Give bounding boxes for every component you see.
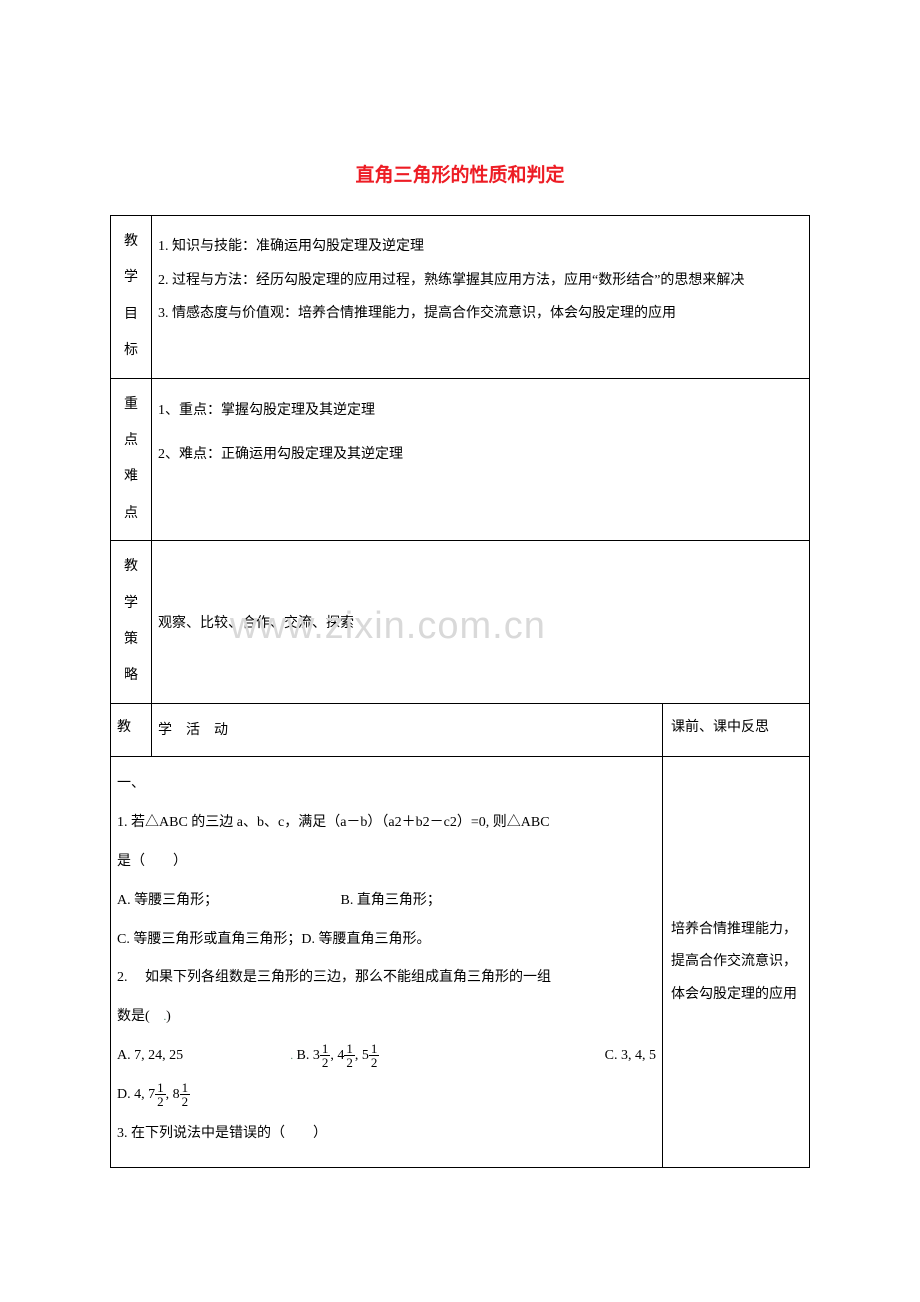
option-c: C. 3, 4, 5 xyxy=(605,1041,656,1072)
question-text: 2. 如果下列各组数是三角形的三边，那么不能组成直角三角形的一组 xyxy=(117,963,656,994)
page-title: 直角三角形的性质和判定 xyxy=(110,160,810,187)
question-text: 3. 在下列说法中是错误的（ ） xyxy=(117,1119,656,1150)
question-text: 1. 若△ABC 的三边 a、b、c，满足（a－b）（a2＋b2－c2）=0, … xyxy=(117,808,656,839)
goal-item: 2. 过程与方法：经历勾股定理的应用过程，熟练掌握其应用方法，应用“数形结合”的… xyxy=(158,264,799,298)
fraction: 12 xyxy=(369,1042,380,1069)
table-row: 教 学 活 动 课前、课中反思 xyxy=(111,703,810,757)
option-b: B. 312, 412, 512 xyxy=(297,1041,472,1072)
option-a: A. 等腰三角形； xyxy=(117,886,337,917)
strategy-cell: 观察、比较、合作、交流、探索 xyxy=(152,541,810,704)
goal-item: 1. 知识与技能：准确运用勾股定理及逆定理 xyxy=(158,230,799,264)
q2-stem-end: ) xyxy=(166,1009,171,1024)
option-a: A. 7, 24, 25 xyxy=(117,1041,287,1072)
opt-text: B. 3 xyxy=(297,1048,320,1063)
section-heading: 一、 xyxy=(117,769,656,800)
keypoints-cell: 1、重点：掌握勾股定理及其逆定理 2、难点：正确运用勾股定理及其逆定理 xyxy=(152,378,810,541)
question-text: 数是( .) xyxy=(117,1002,656,1033)
strategy-text: 观察、比较、合作、交流、探索 xyxy=(158,616,354,631)
fraction: 12 xyxy=(155,1081,166,1108)
reflect-content-cell: 培养合情推理能力，提高合作交流意识，体会勾股定理的应用 xyxy=(663,757,810,1168)
option-b: B. 直角三角形； xyxy=(341,893,441,908)
opt-text: , 4 xyxy=(330,1048,344,1063)
question-text: 是（ ） xyxy=(117,847,656,878)
table-row: 重点难点 1、重点：掌握勾股定理及其逆定理 2、难点：正确运用勾股定理及其逆定理 xyxy=(111,378,810,541)
option-row: D. 4, 712, 812 xyxy=(117,1080,656,1111)
lesson-plan-table: 教学目标 1. 知识与技能：准确运用勾股定理及逆定理 2. 过程与方法：经历勾股… xyxy=(110,215,810,1168)
opt-text: A. 7, 24, 25 xyxy=(117,1048,183,1063)
key-item: 1、重点：掌握勾股定理及其逆定理 xyxy=(158,389,803,434)
option-row: C. 等腰三角形或直角三角形；D. 等腰直角三角形。 xyxy=(117,925,656,956)
fraction: 12 xyxy=(344,1042,355,1069)
activity-prefix-cell: 教 xyxy=(111,703,152,757)
option-row: A. 7, 24, 25 . B. 312, 412, 512 C. 3, 4,… xyxy=(117,1041,656,1072)
option-d: D. 4, 7 xyxy=(117,1087,155,1102)
opt-text: , 5 xyxy=(355,1048,369,1063)
opt-text: , 8 xyxy=(166,1087,180,1102)
reflect-label-cell: 课前、课中反思 xyxy=(663,703,810,757)
dot-icon: . xyxy=(291,1051,294,1062)
key-item: 2、难点：正确运用勾股定理及其逆定理 xyxy=(158,433,803,478)
goal-item: 3. 情感态度与价值观：培养合情推理能力，提高合作交流意识，体会勾股定理的应用 xyxy=(158,297,799,331)
keypoints-label: 重点难点 xyxy=(111,378,152,541)
activity-content-cell: 一、 1. 若△ABC 的三边 a、b、c，满足（a－b）（a2＋b2－c2）=… xyxy=(111,757,663,1168)
goals-cell: 1. 知识与技能：准确运用勾股定理及逆定理 2. 过程与方法：经历勾股定理的应用… xyxy=(152,216,810,379)
goals-label: 教学目标 xyxy=(111,216,152,379)
fraction: 12 xyxy=(180,1081,191,1108)
fraction: 12 xyxy=(320,1042,331,1069)
strategy-label: 教学策略 xyxy=(111,541,152,704)
activity-label-cell: 学 活 动 xyxy=(152,703,663,757)
table-row: 一、 1. 若△ABC 的三边 a、b、c，满足（a－b）（a2＋b2－c2）=… xyxy=(111,757,810,1168)
option-row: A. 等腰三角形； B. 直角三角形； xyxy=(117,886,656,917)
q2-stem: 数是( xyxy=(117,1009,164,1024)
table-row: 教学目标 1. 知识与技能：准确运用勾股定理及逆定理 2. 过程与方法：经历勾股… xyxy=(111,216,810,379)
table-row: 教学策略 观察、比较、合作、交流、探索 xyxy=(111,541,810,704)
